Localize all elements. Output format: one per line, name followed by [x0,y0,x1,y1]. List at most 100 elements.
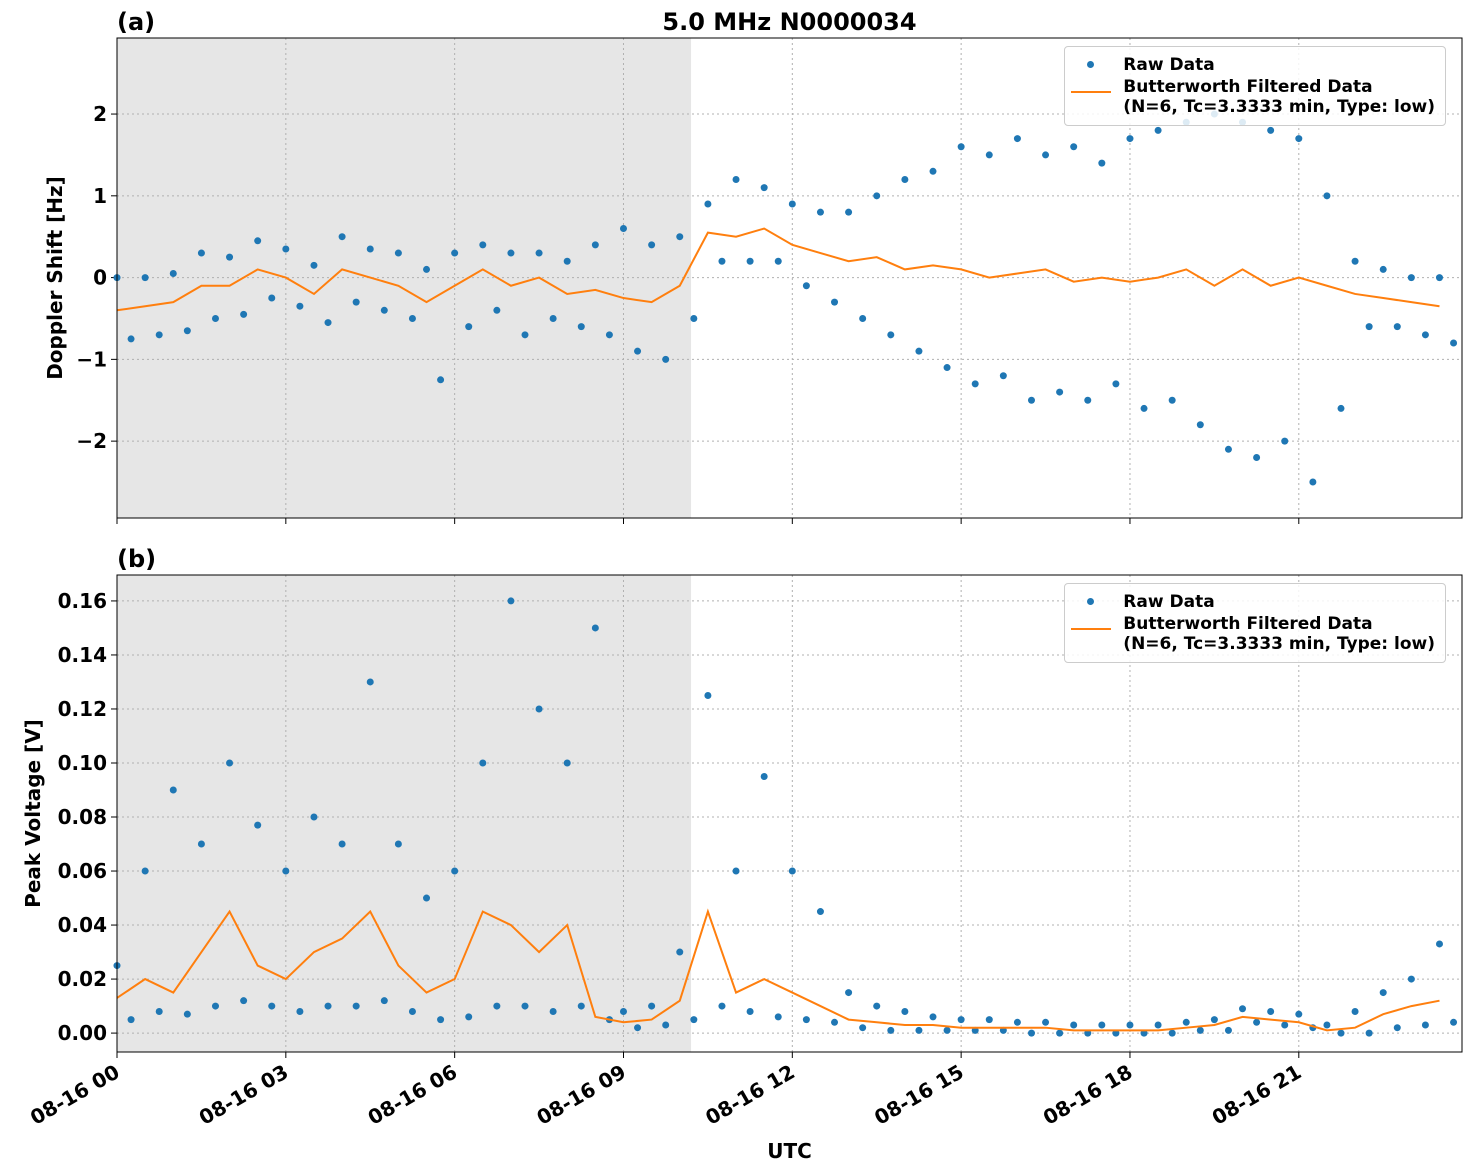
data-point [296,302,304,310]
panel-label: (a) [117,8,155,36]
data-point [605,331,613,339]
data-point [1084,396,1092,404]
data-point [1281,1021,1289,1029]
data-point [394,840,402,848]
data-point [437,376,445,384]
y-tick-label: 0.02 [58,967,107,991]
data-point [226,253,234,261]
data-point [732,175,740,183]
data-point [437,1016,445,1024]
data-point [859,314,867,322]
data-point [648,241,656,249]
data-point [380,997,388,1005]
data-point [1323,192,1331,200]
data-point [465,323,473,331]
data-point [408,1007,416,1015]
data-point [1281,437,1289,445]
data-point [211,314,219,322]
data-point [831,1018,839,1026]
data-point [985,1016,993,1024]
data-point [1042,1018,1050,1026]
data-point [704,691,712,699]
data-point [535,249,543,257]
data-point [1267,1007,1275,1015]
data-point [957,143,965,151]
data-point [1154,126,1162,134]
data-point [662,355,670,363]
data-point [127,1016,135,1024]
data-point [1450,1018,1458,1026]
data-point [676,233,684,241]
data-point [507,249,515,257]
data-point [1379,989,1387,997]
data-point [1309,478,1317,486]
x-tick-label: 08-16 15 [870,1060,968,1130]
legend-symbol [1071,592,1111,612]
shaded-region [117,575,692,1052]
data-point [240,310,248,318]
data-point [479,759,487,767]
data-point [1239,1005,1247,1013]
data-point [1421,1021,1429,1029]
data-point [634,1024,642,1032]
data-point [226,759,234,767]
data-point [1435,274,1443,282]
data-point [507,597,515,605]
data-point [732,867,740,875]
y-tick-label: 0.08 [58,805,107,829]
legend-entry: Butterworth Filtered Data (N=6, Tc=3.333… [1071,614,1435,654]
data-point [1365,1029,1373,1037]
data-point [1351,1007,1359,1015]
data-point [352,1002,360,1010]
data-point [1027,1029,1035,1037]
data-point [831,298,839,306]
x-tick-label: 08-16 21 [1208,1060,1306,1130]
data-point [619,225,627,233]
chart-title: 5.0 MHz N0000034 [662,8,916,36]
legend-entry: Raw Data [1071,592,1435,612]
data-point [563,759,571,767]
legend-label: Butterworth Filtered Data (N=6, Tc=3.333… [1123,614,1435,654]
data-point [901,175,909,183]
data-point [957,1016,965,1024]
y-tick-label: 0.10 [58,751,107,775]
data-point [1224,1026,1232,1034]
legend: Raw Data Butterworth Filtered Data (N=6, … [1064,46,1446,126]
data-point [1070,143,1078,151]
data-point [718,1002,726,1010]
data-point [1056,1029,1064,1037]
plot-frame [116,574,1463,1053]
data-point [943,364,951,372]
plot-frame [116,37,1463,519]
data-point [1210,1016,1218,1024]
data-point [1337,1029,1345,1037]
data-point [394,249,402,257]
data-point [1393,1024,1401,1032]
data-point [169,786,177,794]
data-point [971,380,979,388]
legend-symbol [1071,614,1112,634]
y-tick-label: −2 [76,429,107,453]
data-point [802,1016,810,1024]
data-point [366,245,374,253]
data-point [127,335,135,343]
data-point [929,1013,937,1021]
data-point [141,867,149,875]
legend-entry: Butterworth Filtered Data (N=6, Tc=3.333… [1071,77,1435,117]
legend-symbol [1071,55,1111,75]
y-tick-label: 0.16 [58,589,107,613]
data-point [648,1002,656,1010]
data-point [338,840,346,848]
data-point [1140,404,1148,412]
data-point [577,323,585,331]
data-point [690,1016,698,1024]
y-tick-label: 0.04 [58,913,107,937]
data-point [1295,135,1303,143]
data-point [451,249,459,257]
data-point [254,821,262,829]
legend-symbol [1071,77,1112,97]
data-point [676,948,684,956]
data-point [690,314,698,322]
data-point [493,306,501,314]
